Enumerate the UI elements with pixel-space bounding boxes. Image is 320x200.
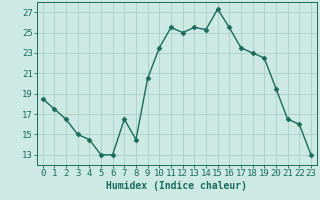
X-axis label: Humidex (Indice chaleur): Humidex (Indice chaleur) bbox=[106, 181, 247, 191]
